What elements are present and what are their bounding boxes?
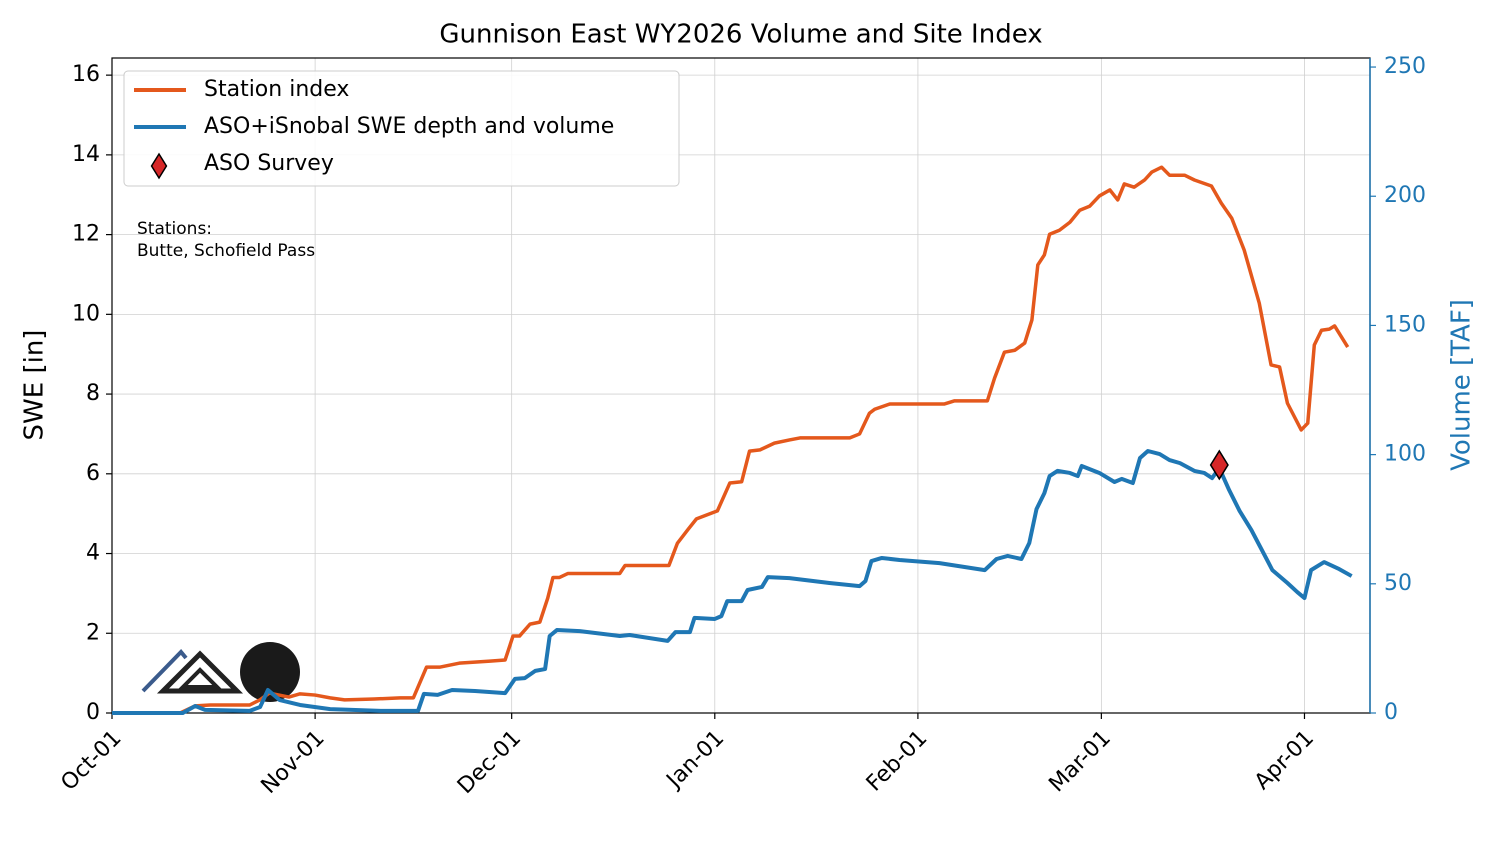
y-tick-label: 10 [72, 301, 100, 326]
x-tick-label: Jan-01 [661, 726, 729, 794]
logos [141, 642, 300, 702]
x-tick-label: Oct-01 [56, 726, 126, 796]
annotation: Stations: [137, 219, 212, 239]
y2-tick-label: 150 [1384, 312, 1426, 337]
y2-axis-label: Volume [TAF] [1447, 299, 1477, 471]
y2-tick-label: 0 [1384, 700, 1398, 725]
chart-title: Gunnison East WY2026 Volume and Site Ind… [439, 20, 1042, 50]
y2-tick-label: 200 [1384, 183, 1426, 208]
legend-box [123, 70, 680, 187]
y2-tick-label: 250 [1384, 54, 1426, 79]
y-tick-label: 8 [86, 381, 100, 406]
annotation: Butte, Schofield Pass [137, 241, 315, 261]
y-tick-label: 14 [72, 142, 100, 167]
x-tick-label: Apr-01 [1250, 726, 1319, 795]
y2-tick-label: 50 [1384, 571, 1412, 596]
y-tick-label: 0 [86, 700, 100, 725]
y-tick-label: 16 [72, 62, 100, 87]
x-tick-label: Mar-01 [1044, 726, 1115, 797]
y2-tick-label: 100 [1384, 442, 1426, 467]
legend-label: ASO Survey [204, 151, 334, 176]
series-line [112, 165, 1350, 715]
y-tick-label: 6 [86, 461, 100, 486]
survey-marker [1209, 449, 1229, 481]
x-tick-label: Nov-01 [257, 726, 330, 799]
y-axis-label: SWE [in] [20, 330, 50, 441]
x-tick-label: Feb-01 [862, 726, 933, 797]
series-line [112, 449, 1353, 715]
y-tick-label: 2 [86, 620, 100, 645]
y-tick-label: 12 [72, 222, 100, 247]
y-tick-label: 4 [86, 541, 100, 566]
legend-marker [150, 152, 168, 180]
x-tick-label: Dec-01 [453, 726, 526, 799]
legend-label: Station index [204, 77, 349, 102]
legend-label: ASO+iSnobal SWE depth and volume [204, 114, 614, 139]
